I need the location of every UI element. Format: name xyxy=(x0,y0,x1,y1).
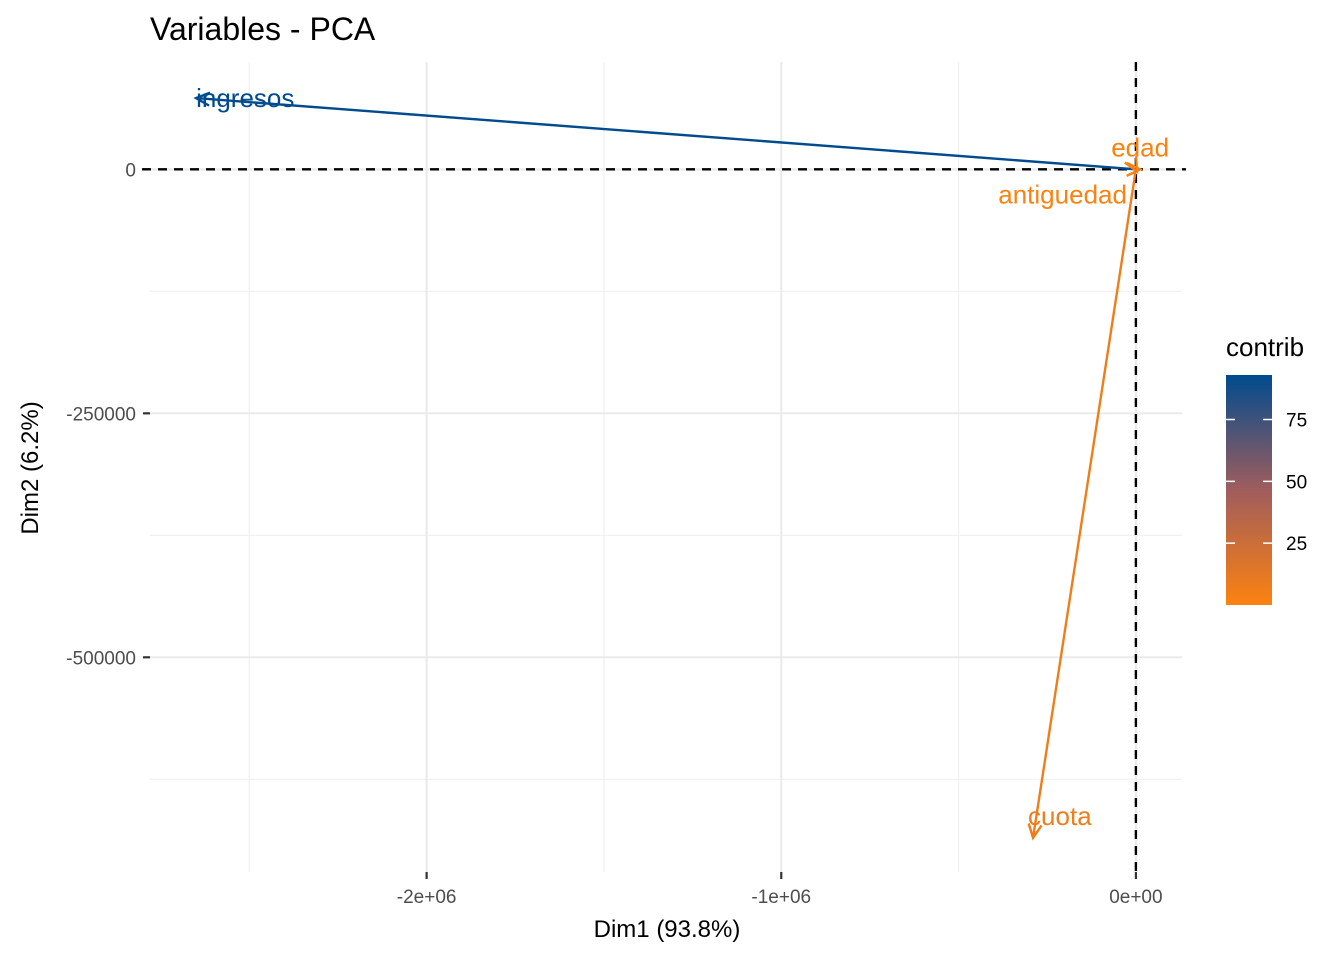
arrowhead-ingresos xyxy=(193,91,211,107)
x-tick-label: -2e+06 xyxy=(397,887,457,908)
arrow-ingresos xyxy=(196,96,1136,171)
y-tick-label: 0 xyxy=(125,160,136,181)
legend-title: contrib xyxy=(1226,332,1304,362)
chart-title: Variables - PCA xyxy=(150,11,376,47)
y-axis-title: Dim2 (6.2%) xyxy=(17,401,44,534)
legend-tick-label: 25 xyxy=(1286,534,1307,555)
label-ingresos: ingresos xyxy=(196,83,294,113)
legend-tick-label: 75 xyxy=(1286,411,1307,432)
x-tick-label: 0e+00 xyxy=(1109,887,1162,908)
legend-tick-label: 50 xyxy=(1286,472,1307,493)
arrowhead-antiguedad xyxy=(1124,156,1139,174)
label-edad: edad xyxy=(1111,132,1169,162)
arrow-cuota xyxy=(1031,169,1138,839)
x-tick-label: -1e+06 xyxy=(751,887,811,908)
y-tick-label: -500000 xyxy=(66,648,136,669)
arrowhead-cuota xyxy=(1027,823,1043,841)
arrowhead-edad xyxy=(1126,161,1143,177)
x-axis-title: Dim1 (93.8%) xyxy=(594,916,741,943)
plot-area: -2e+06 -1e+06 0e+00 -500000 -250000 0 ingresos… xyxy=(66,62,1186,908)
y-tick-label: -250000 xyxy=(66,404,136,425)
label-antiguedad: antiguedad xyxy=(998,179,1127,209)
legend-colorbar xyxy=(1226,375,1272,605)
label-cuota: cuota xyxy=(1028,801,1092,831)
contrib-legend: contrib 25 50 75 xyxy=(1226,332,1307,605)
